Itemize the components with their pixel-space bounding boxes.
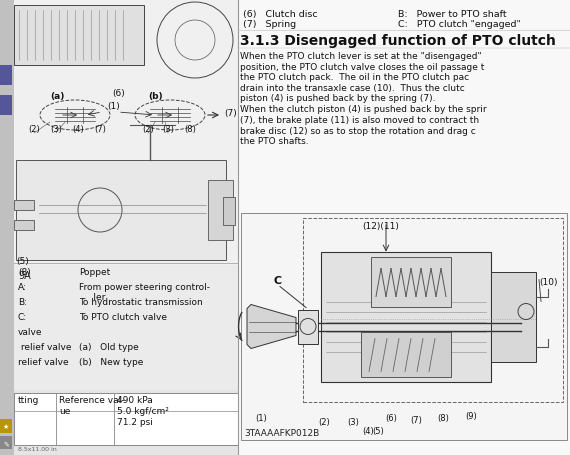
Text: Reference val-: Reference val- [59, 395, 124, 404]
Text: (9): (9) [465, 411, 477, 420]
Text: (2): (2) [318, 417, 330, 426]
Text: brake disc (12) so as to stop the rotation and drag c: brake disc (12) so as to stop the rotati… [240, 126, 476, 135]
Text: ler: ler [79, 293, 105, 301]
Text: the PTO clutch pack.  The oil in the PTO clutch pac: the PTO clutch pack. The oil in the PTO … [240, 73, 469, 82]
Text: (1): (1) [255, 413, 267, 422]
Text: (7): (7) [410, 415, 422, 424]
Text: (a): (a) [50, 92, 64, 101]
Bar [14, 201, 34, 211]
Bar [0, 436, 12, 449]
Text: (5): (5) [16, 257, 28, 265]
Bar [0, 66, 12, 86]
Text: Poppet: Poppet [79, 268, 110, 276]
Text: (4): (4) [72, 125, 84, 134]
Text: (3): (3) [162, 125, 174, 134]
Polygon shape [247, 305, 296, 349]
Text: (b)   New type: (b) New type [79, 357, 144, 366]
Text: (3): (3) [347, 417, 359, 426]
Text: (b): (b) [148, 92, 162, 101]
Text: When the clutch piston (4) is pushed back by the sprir: When the clutch piston (4) is pushed bac… [240, 105, 487, 114]
Text: B:   Power to PTO shaft: B: Power to PTO shaft [398, 10, 507, 19]
Text: (8): (8) [437, 413, 449, 422]
Text: 9A: 9A [18, 270, 31, 280]
Text: (7), the brake plate (11) is also moved to contract th: (7), the brake plate (11) is also moved … [240, 116, 479, 125]
Text: C:   PTO clutch "engaged": C: PTO clutch "engaged" [398, 20, 521, 29]
Text: (8): (8) [18, 268, 31, 276]
Text: ✎: ✎ [3, 440, 9, 446]
Bar [491, 272, 536, 362]
Text: (a)   Old type: (a) Old type [79, 342, 139, 351]
Text: (7)   Spring: (7) Spring [243, 20, 296, 29]
Text: 3TAAAAFKP012B: 3TAAAAFKP012B [244, 428, 319, 437]
Bar [14, 265, 238, 390]
Text: (6)   Clutch disc: (6) Clutch disc [243, 10, 317, 19]
Bar [14, 393, 238, 445]
Bar [371, 257, 451, 307]
Text: 8.5x11.00 in: 8.5x11.00 in [18, 446, 57, 451]
Text: (6): (6) [385, 413, 397, 422]
Text: (3): (3) [50, 125, 62, 134]
Text: B:: B: [18, 298, 27, 306]
Bar [0, 96, 12, 116]
Text: (10): (10) [539, 277, 557, 286]
Text: piston (4) is pushed back by the spring (7).: piston (4) is pushed back by the spring … [240, 94, 435, 103]
Text: (2): (2) [28, 125, 40, 134]
Text: (7): (7) [224, 109, 237, 118]
Bar [241, 213, 567, 440]
Text: C:: C: [18, 312, 27, 321]
Text: 490 kPa: 490 kPa [117, 395, 153, 404]
Bar [223, 197, 235, 226]
Bar [361, 332, 451, 377]
Bar [0, 0, 238, 455]
Text: relief valve: relief valve [18, 357, 68, 366]
Text: To PTO clutch valve: To PTO clutch valve [79, 312, 167, 321]
Bar [14, 0, 238, 355]
Bar [303, 218, 563, 402]
Text: 5.0 kgf/cm²: 5.0 kgf/cm² [117, 406, 169, 415]
Text: To hydrostatic transmission: To hydrostatic transmission [79, 298, 203, 306]
Bar [0, 0, 14, 455]
Text: ue: ue [59, 406, 70, 415]
Bar [208, 181, 233, 241]
Text: tting: tting [18, 395, 39, 404]
Bar [238, 0, 570, 455]
Text: relief valve: relief valve [18, 342, 71, 351]
Text: When the PTO clutch lever is set at the "disengaged": When the PTO clutch lever is set at the … [240, 52, 482, 61]
Text: (4): (4) [362, 426, 374, 435]
Text: (2): (2) [142, 125, 154, 134]
Bar [321, 252, 491, 382]
Text: position, the PTO clutch valve closes the oil passage t: position, the PTO clutch valve closes th… [240, 62, 484, 71]
Text: A:: A: [18, 283, 27, 291]
Text: 3.1.3 Disengaged function of PTO clutch: 3.1.3 Disengaged function of PTO clutch [240, 34, 556, 48]
Text: 71.2 psi: 71.2 psi [117, 417, 153, 426]
Text: (6): (6) [112, 89, 125, 98]
Text: drain into the transaxle case (10).  Thus the clutc: drain into the transaxle case (10). Thus… [240, 83, 465, 92]
Text: (7): (7) [94, 125, 106, 134]
Text: (12)(11): (12)(11) [363, 222, 400, 231]
Bar [16, 161, 226, 260]
Text: (1): (1) [107, 102, 120, 111]
Text: (8): (8) [184, 125, 196, 134]
Text: C: C [274, 275, 282, 285]
Bar [298, 310, 318, 344]
Bar [14, 221, 34, 231]
Text: From power steering control-: From power steering control- [79, 283, 210, 291]
Text: ★: ★ [3, 423, 9, 429]
Bar [0, 419, 12, 433]
Bar [14, 6, 144, 66]
Text: the PTO shafts.: the PTO shafts. [240, 136, 308, 146]
Text: valve: valve [18, 327, 43, 336]
Text: (5): (5) [372, 426, 384, 435]
